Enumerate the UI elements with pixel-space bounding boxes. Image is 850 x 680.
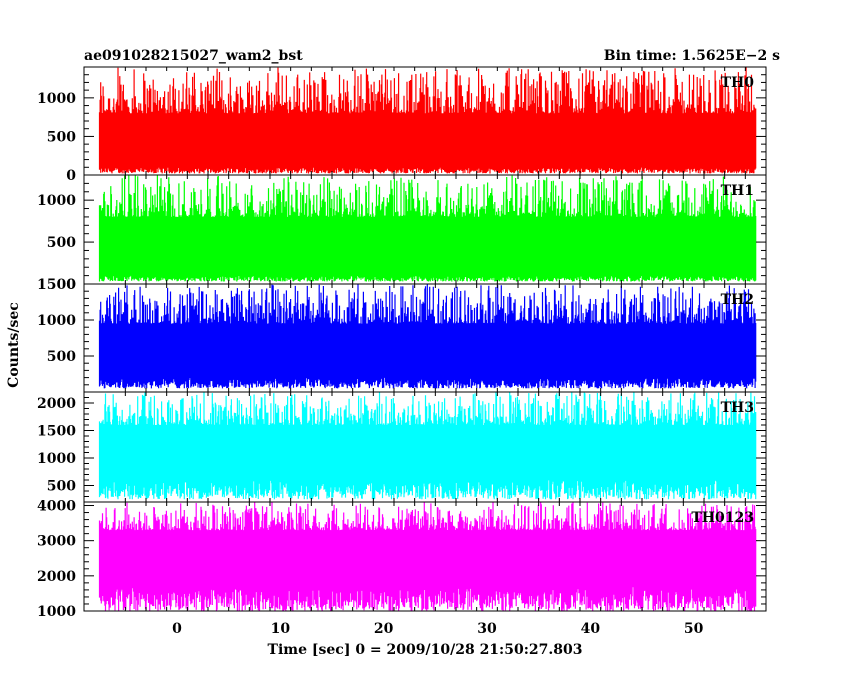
y-tick-label: 3000	[37, 534, 76, 550]
y-tick-label: 1000	[37, 91, 76, 107]
panel-th0123: 1000 2000 3000 4000 TH0123	[37, 499, 767, 620]
series-label-th2: TH2	[721, 292, 754, 308]
x-tick-label: 20	[374, 621, 394, 637]
panel-th1: 0 500 1000 TH1	[37, 174, 767, 293]
x-tick-label: 30	[477, 621, 497, 637]
y-tick-label: 500	[47, 349, 76, 365]
series-th3-line	[98, 392, 757, 500]
series-label-th0: TH0	[721, 75, 755, 91]
series-label-th0123: TH0123	[691, 510, 754, 526]
x-tick-label: 0	[172, 621, 182, 637]
y-tick-label: 500	[47, 129, 76, 145]
series-label-th1: TH1	[721, 183, 754, 199]
x-tick-label: 50	[684, 621, 704, 637]
series-th0123-line	[98, 502, 757, 611]
y-tick-label: 500	[47, 479, 76, 495]
series-th0-line	[98, 67, 757, 174]
y-tick-label: 1500	[37, 424, 76, 440]
panels-group: 05001000TH005001000TH150010001500TH25001…	[37, 66, 767, 637]
series-th1-line	[98, 175, 757, 282]
panel-th2: 500 1000 1500 TH2	[37, 277, 767, 393]
figure-title-left: ae091028215027_wam2_bst	[84, 48, 303, 64]
y-tick-label: 1000	[37, 193, 76, 209]
series-th2-line	[98, 284, 757, 389]
series-label-th3: TH3	[721, 400, 754, 416]
x-axis-label: Time [sec] 0 = 2009/10/28 21:50:27.803	[268, 642, 583, 658]
panel-th0: 0 500 1000 TH0	[37, 66, 767, 184]
panel-frame	[83, 501, 767, 612]
y-tick-label: 0	[66, 168, 76, 184]
y-tick-label: 1500	[37, 277, 76, 293]
x-tick-label: 10	[271, 621, 291, 637]
y-tick-label: 1000	[37, 451, 76, 467]
y-axis-label: Counts/sec	[6, 302, 22, 388]
y-tick-label: 4000	[37, 499, 76, 515]
y-tick-label: 2000	[37, 569, 76, 585]
y-tick-label: 0	[66, 277, 76, 293]
y-tick-label: 2000	[37, 396, 76, 412]
figure-title-right: Bin time: 1.5625E−2 s	[604, 48, 780, 64]
y-tick-label: 1000	[37, 313, 76, 329]
y-tick-label: 500	[47, 235, 76, 251]
y-tick-label: 1000	[37, 604, 76, 620]
x-tick-label: 40	[581, 621, 601, 637]
panel-th3: 500 1000 1500 2000 TH3	[37, 391, 767, 503]
